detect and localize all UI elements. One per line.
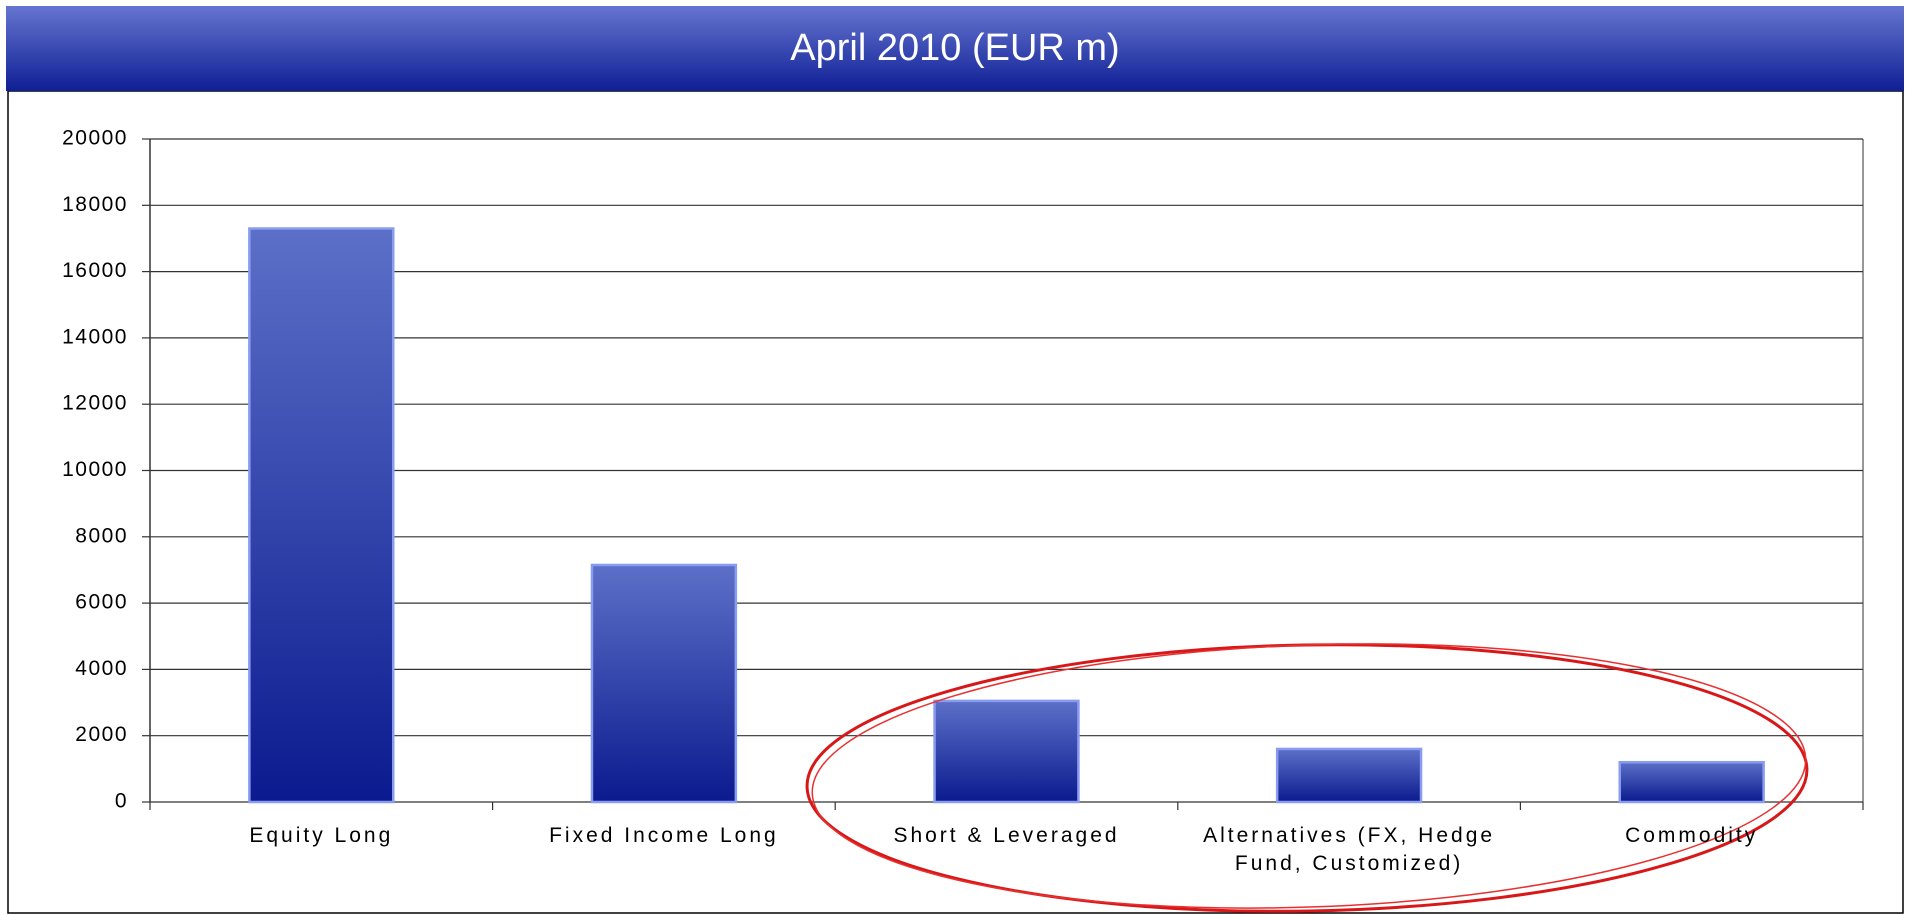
y-tick-label: 2000 bbox=[75, 723, 128, 746]
highlight-ellipse bbox=[811, 643, 1807, 909]
x-tick-label: Short & Leveraged bbox=[893, 824, 1120, 847]
y-tick-label: 18000 bbox=[62, 193, 128, 216]
y-tick-label: 8000 bbox=[75, 524, 128, 547]
x-tick-label: Fixed Income Long bbox=[549, 824, 779, 847]
x-tick-label: Alternatives (FX, Hedge Fund, Customized… bbox=[1203, 824, 1496, 875]
y-tick-label: 16000 bbox=[62, 259, 128, 282]
y-tick-label: 14000 bbox=[62, 325, 128, 348]
chart-title: April 2010 (EUR m) bbox=[790, 27, 1119, 69]
bar bbox=[590, 563, 738, 804]
y-tick-label: 10000 bbox=[62, 458, 128, 481]
y-tick-label: 0 bbox=[115, 790, 128, 813]
y-tick-label: 4000 bbox=[75, 657, 128, 680]
bar bbox=[933, 699, 1080, 804]
y-tick-label: 6000 bbox=[75, 591, 128, 614]
header-bar bbox=[6, 6, 1904, 91]
y-tick-label: 12000 bbox=[62, 392, 128, 415]
bar bbox=[248, 227, 395, 804]
plot: 0 2000 4000 6000 8000 10000 12000 14000 16000 180… bbox=[62, 127, 1864, 813]
bar bbox=[1275, 747, 1423, 804]
x-tick-label: Commodity bbox=[1625, 824, 1759, 847]
bar bbox=[1618, 760, 1765, 804]
y-tick-label: 20000 bbox=[62, 127, 128, 150]
x-tick-label: Equity Long bbox=[249, 824, 394, 847]
